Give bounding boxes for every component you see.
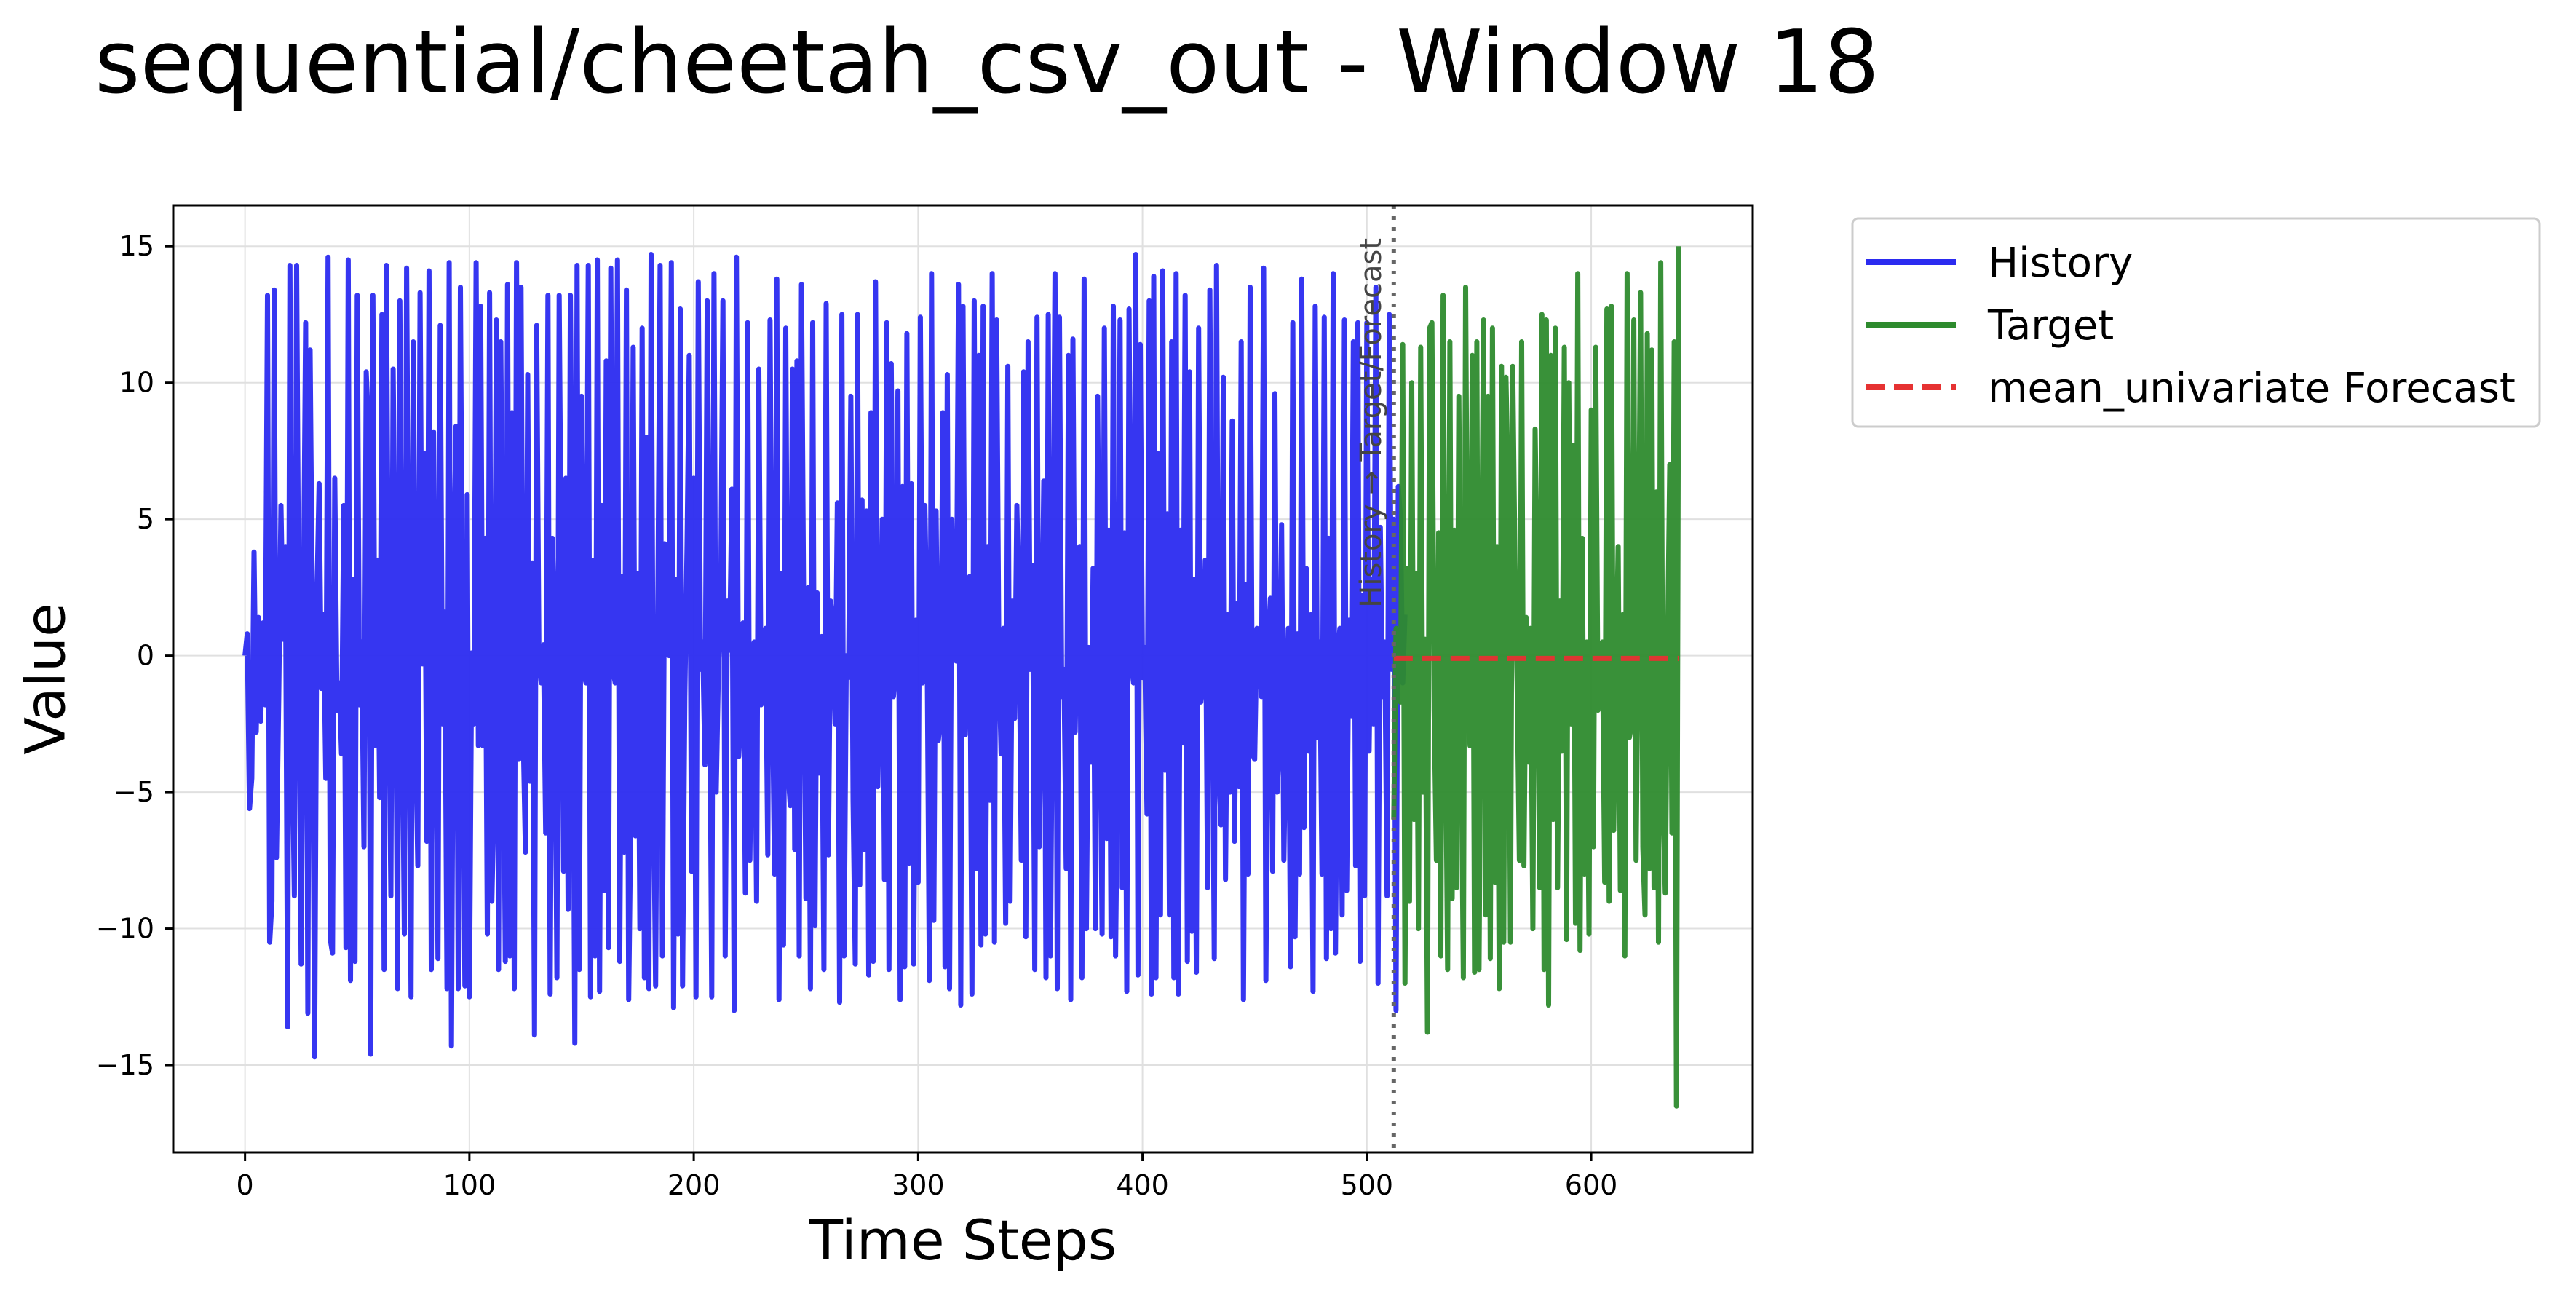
y-tick-label: −10 — [96, 913, 154, 945]
chart-title: sequential/cheetah_csv_out - Window 18 — [95, 12, 1880, 114]
legend-label: History — [1988, 240, 2133, 287]
x-tick-label: 200 — [667, 1169, 721, 1201]
x-tick-label: 300 — [892, 1169, 945, 1201]
series-group — [242, 246, 1681, 1109]
split-annotation: History → Target/Forecast — [1355, 238, 1388, 608]
y-tick-label: −5 — [114, 776, 154, 808]
x-tick-label: 400 — [1116, 1169, 1169, 1201]
y-tick-label: 15 — [119, 230, 154, 262]
x-tick-label: 600 — [1565, 1169, 1618, 1201]
x-tick-label: 100 — [443, 1169, 496, 1201]
legend-label: mean_univariate Forecast — [1988, 365, 2516, 412]
x-axis-label: Time Steps — [809, 1208, 1117, 1273]
x-tick-label: 500 — [1341, 1169, 1394, 1201]
axis-ticks: 0 100 200 300 400 500 600 −15 −10 −5 0 5 10 15 — [96, 230, 1618, 1201]
series-line-history — [242, 252, 1408, 1060]
x-tick-label: 0 — [237, 1169, 254, 1201]
legend: History Target mean_univariate Forecast — [1851, 217, 2541, 428]
legend-entries: History Target mean_univariate Forecast — [1866, 240, 2516, 412]
plot-area — [172, 204, 1754, 1154]
y-tick-label: 10 — [119, 367, 154, 399]
series-line-target — [1391, 246, 1681, 1109]
y-tick-label: 5 — [137, 503, 154, 535]
y-tick-label: −15 — [96, 1049, 154, 1081]
legend-box — [1851, 217, 2541, 428]
y-tick-label: 0 — [137, 640, 154, 672]
legend-label: Target — [1987, 302, 2114, 349]
y-axis-label: Value — [13, 603, 78, 755]
